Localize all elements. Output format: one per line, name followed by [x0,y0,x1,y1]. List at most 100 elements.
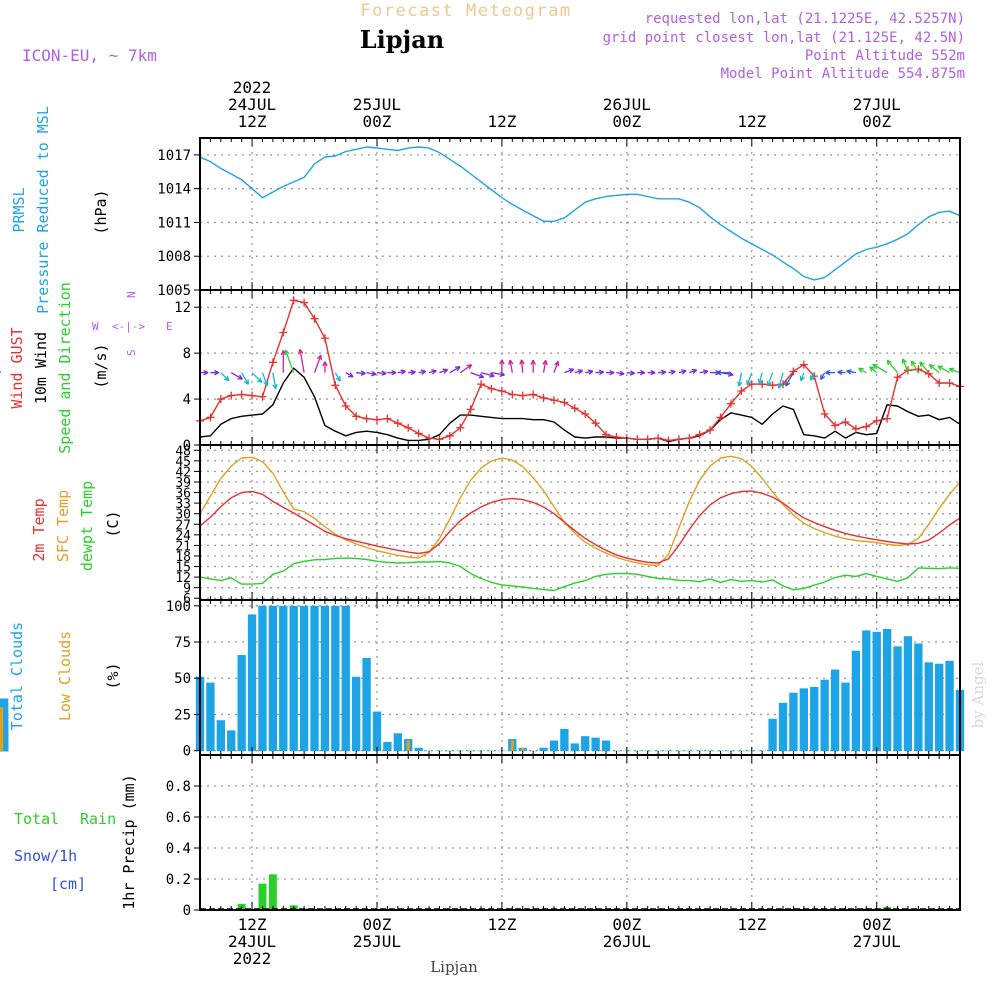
arrow-shaft [491,372,505,376]
total-cloud-bar [279,605,288,752]
wind-direction-arrow [298,348,305,373]
top-time-label: 12Z [487,112,516,131]
compass-east: E [166,320,173,333]
wind-direction-arrow [658,369,667,376]
total-cloud-bar [674,750,684,752]
y-tick-label: 0.4 [166,841,191,857]
top-time-label: 12Z [737,112,766,131]
arrow-head [799,375,805,382]
wind-dir-label: Speed and Direction [56,282,74,454]
wind-direction-arrow [542,359,548,373]
arrow-shaft [284,349,295,373]
y-tick-label: 1014 [157,182,191,198]
wind-gust-marker [352,412,361,421]
total-cloud-bar [383,741,392,752]
wind-gust-marker [841,418,850,427]
wind-direction-arrow [777,372,784,389]
wind-gust-marker [883,414,892,423]
arrow-head [420,369,427,375]
wind-gust-marker [216,395,225,404]
y-tick-label: 4 [183,392,191,408]
y-tick-label: 33 [175,497,191,512]
total-cloud-bar [695,750,704,752]
wind-direction-arrow [626,370,635,376]
wind-direction-arrow [261,372,269,387]
arrow-shaft [261,372,268,387]
arrow-head [431,369,437,375]
wind-direction-arrow [606,369,615,376]
compass-west: W [92,320,99,333]
total-cloud-bar [206,682,215,752]
total-cloud-bar [789,692,798,752]
y-tick-label: 39 [175,476,191,491]
arrow-shaft [767,372,774,387]
total-cloud-bar [810,686,819,752]
wind-direction-arrow [376,370,387,376]
wind-direction-arrow [322,361,328,373]
bottom-time-label: 27JUL [853,932,901,951]
arrow-shaft [746,372,753,386]
wind-direction-arrow [858,367,867,374]
watermark: by Angel [969,661,987,728]
wind-gust-marker [372,415,381,424]
y-tick-label: 12 [175,571,191,586]
arrow-head [223,375,230,382]
bottom-time-label: 24JUL [228,932,276,951]
arrow-shaft [459,364,472,374]
arrow-head [381,370,387,376]
y-tick-label: 15 [175,561,191,576]
wind-gust-marker [529,390,538,399]
total-cloud-bar [893,646,902,752]
wind-gust-marker [206,413,215,422]
total-cloud-bar [528,750,538,752]
low-cloud-bar [510,740,514,751]
y-tick-label: 1017 [157,148,191,164]
wind-direction-arrow [519,359,525,373]
model-label: ICON-EU, ~ 7km [22,46,157,65]
wind-gust-marker [737,387,746,396]
arrow-head [478,373,485,379]
total-cloud-bar [0,698,9,752]
panel-frame [199,754,961,911]
grid-point-coords: grid point closest lon,lat (21.125E, 42.… [603,30,965,46]
arrow-shaft [376,372,387,375]
wind-gust-marker [851,424,860,433]
total-cloud-bar [362,657,371,752]
wind-gust-marker [654,434,663,443]
arrow-head [466,364,473,370]
wind-gust-line [199,299,961,442]
arrow-head [442,368,449,374]
wind-gust-marker [487,384,496,393]
arrow-head [322,361,328,367]
wind-direction-arrow [585,369,594,375]
wind-gust-marker [310,314,319,323]
arrow-head [619,370,625,377]
wind-direction-arrow [948,367,961,374]
y-tick-label: 0.6 [166,810,191,826]
total-cloud-bar [601,740,611,752]
wind-gust-marker [893,373,902,382]
y-tick-label: 1011 [157,215,191,231]
wind-gust-marker [237,390,246,399]
total-cloud-bar [581,736,590,752]
wind-direction-arrow [499,359,505,373]
total-cloud-bar [664,750,673,752]
y-tick-label: 21 [175,539,191,554]
y-tick-label: 25 [174,707,191,723]
total-cloud-bar [872,631,881,752]
pressure-unit: (hPa) [92,189,110,234]
arrow-head [901,358,907,364]
wind-direction-arrow [901,358,909,373]
arrow-shaft [509,359,513,373]
arrow-head [820,374,826,380]
arrow-head [872,363,878,369]
wind-direction-arrow [928,363,940,374]
temp-sfc-label: SFC Temp [54,490,72,562]
wind-gust-marker [591,419,600,428]
wind-gust-marker [445,431,454,440]
total-cloud-bar [768,718,777,752]
location-title: Lipjan [360,25,444,54]
wind-direction-arrow [480,372,495,378]
wind-gust-marker [831,421,840,430]
